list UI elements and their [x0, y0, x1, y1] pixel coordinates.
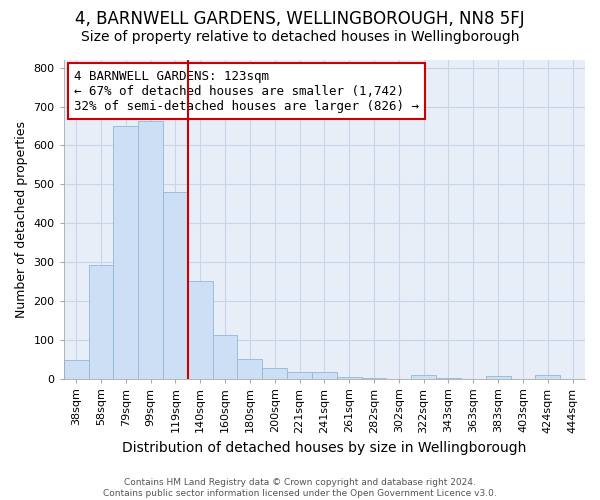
Bar [287, 372, 312, 378]
Bar [535, 376, 560, 378]
Bar [64, 360, 89, 378]
X-axis label: Distribution of detached houses by size in Wellingborough: Distribution of detached houses by size … [122, 441, 527, 455]
Bar [188, 280, 212, 378]
Text: 4, BARNWELL GARDENS, WELLINGBOROUGH, NN8 5FJ: 4, BARNWELL GARDENS, WELLINGBOROUGH, NN8… [75, 10, 525, 28]
Bar [337, 376, 362, 378]
Y-axis label: Number of detached properties: Number of detached properties [15, 121, 28, 318]
Bar [163, 192, 188, 378]
Text: Size of property relative to detached houses in Wellingborough: Size of property relative to detached ho… [81, 30, 519, 44]
Bar [486, 376, 511, 378]
Bar [411, 376, 436, 378]
Bar [89, 264, 113, 378]
Bar [212, 334, 238, 378]
Bar [113, 126, 138, 378]
Bar [262, 368, 287, 378]
Bar [238, 358, 262, 378]
Text: Contains HM Land Registry data © Crown copyright and database right 2024.
Contai: Contains HM Land Registry data © Crown c… [103, 478, 497, 498]
Text: 4 BARNWELL GARDENS: 123sqm
← 67% of detached houses are smaller (1,742)
32% of s: 4 BARNWELL GARDENS: 123sqm ← 67% of deta… [74, 70, 419, 112]
Bar [138, 121, 163, 378]
Bar [312, 372, 337, 378]
